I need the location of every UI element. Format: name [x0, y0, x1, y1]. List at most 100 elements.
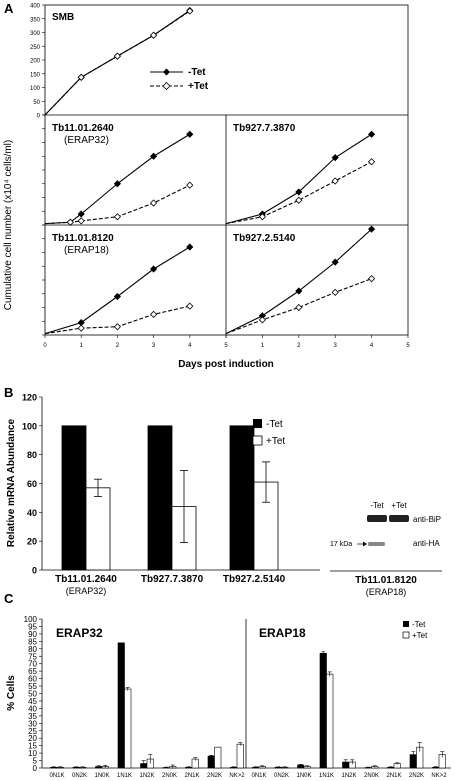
panel-b-mrna-chart: 0 20 40 60 80 100 120 Tb11.01.2640(ERAP32) Tb92…	[6, 393, 442, 597]
growth-subplot: Tb11.01.2640(ERAP32)	[44, 123, 194, 226]
panel-c-cell-cycle-chart: 0510152025303540455055606570758085909510…	[6, 615, 451, 779]
legend-label-minus-tet: -Tet	[266, 419, 283, 430]
series-line-plus-tet	[225, 161, 372, 225]
data-point-minus-tet	[77, 210, 85, 218]
data-point-plus-tet	[113, 323, 121, 331]
category-label: 0N2K	[72, 773, 87, 779]
blot-band-bip-plus-tet	[389, 515, 409, 522]
panel-c-y-tick-label: 55	[28, 682, 37, 691]
category-label: 1N0K	[94, 773, 109, 779]
legend-label-minus-tet: -Tet	[412, 620, 426, 629]
legend-swatch-minus-tet	[403, 621, 409, 627]
growth-subplot: Tb11.01.8120(ERAP18)	[44, 233, 194, 335]
data-point-minus-tet	[186, 243, 194, 251]
bar-plus-tet	[124, 688, 132, 769]
bar-minus-tet	[117, 642, 125, 769]
data-point-minus-tet	[295, 287, 303, 295]
panel-b-legend: -Tet +Tet	[252, 419, 285, 447]
bar-plus-tet	[253, 481, 279, 571]
panel-a-y-tick-label: 250	[30, 45, 41, 51]
bar-plus-tet	[85, 487, 111, 571]
panel-a-x-tick-label: 1	[80, 343, 84, 349]
category-label: 2N2K	[409, 773, 424, 779]
bar-plus-tet	[214, 746, 222, 769]
data-point-plus-tet	[150, 310, 158, 318]
panel-b-y-tick-label: 100	[22, 421, 37, 431]
blot-label-bip: anti-BiP	[413, 515, 441, 524]
category-label: 1N0K	[296, 773, 311, 779]
category-label: 2N1K	[386, 773, 401, 779]
blot-label-ha: anti-HA	[413, 539, 440, 548]
panel-a-frame	[44, 4, 409, 336]
growth-subplot: Tb927.2.5140	[225, 225, 376, 335]
panel-a-y-tick-label: 50	[33, 100, 40, 106]
bar-minus-tet	[229, 425, 255, 571]
data-point-plus-tet	[66, 218, 74, 226]
panel-a-y-tick-label: 100	[30, 86, 41, 92]
panel-b-y-axis-label: Relative mRNA Abundance	[6, 418, 17, 547]
blot-band-bip-minus-tet	[367, 515, 387, 522]
legend-marker-plus-tet	[162, 81, 171, 91]
category-label: 1N2K	[341, 773, 356, 779]
panel-c-y-tick-label: 45	[28, 697, 37, 706]
panel-c-y-tick-label: 65	[28, 667, 37, 676]
data-point-minus-tet	[150, 265, 158, 273]
panel-a-y-tick-label: 150	[30, 72, 41, 78]
category-label: 0N1K	[251, 773, 266, 779]
panel-c-y-tick-label: 20	[28, 734, 37, 743]
panel-b-y-tick-label: 80	[27, 450, 37, 460]
panel-c-legend: -Tet +Tet	[402, 620, 428, 640]
subplot-title: Tb11.01.8120	[52, 233, 114, 244]
blot-caption: Tb11.01.8120	[355, 575, 417, 586]
data-point-minus-tet	[368, 225, 376, 233]
data-point-minus-tet	[295, 188, 303, 196]
data-point-plus-tet	[77, 217, 85, 225]
panel-c-y-tick-label: 80	[28, 645, 37, 654]
legend-swatch-plus-tet	[402, 631, 410, 639]
data-point-minus-tet	[113, 180, 121, 188]
panel-c-y-tick-label: 100	[24, 615, 38, 624]
category-label: 2N0K	[364, 773, 379, 779]
data-point-minus-tet	[331, 154, 339, 162]
data-point-plus-tet	[331, 177, 339, 185]
panel-c-y-tick-label: 60	[28, 675, 37, 684]
category-label: 1N1K	[117, 773, 132, 779]
panel-b-y-tick-label: 0	[32, 566, 37, 576]
panel-a-x-tick-label: 2	[116, 343, 120, 349]
panel-c-y-tick-label: 35	[28, 712, 37, 721]
category-label: 2N1K	[184, 773, 199, 779]
blot-lane-label-minus-tet: -Tet	[370, 501, 384, 510]
data-point-plus-tet	[186, 302, 194, 310]
data-point-plus-tet	[77, 73, 85, 81]
group-title: ERAP32	[56, 626, 103, 640]
data-point-plus-tet	[186, 181, 194, 189]
panel-b-y-tick-label: 120	[22, 393, 37, 403]
bar-plus-tet	[236, 743, 244, 769]
data-point-minus-tet	[331, 258, 339, 266]
category-label: Tb11.01.2640	[55, 574, 117, 585]
growth-subplot: SMB	[44, 6, 194, 116]
data-point-plus-tet	[368, 275, 376, 283]
blot-lane-label-plus-tet: +Tet	[391, 501, 407, 510]
category-sublabel: (ERAP32)	[66, 586, 107, 596]
data-point-minus-tet	[368, 130, 376, 138]
panel-a-x-tick-label: 5	[406, 343, 410, 349]
series-line-minus-tet	[225, 133, 372, 225]
legend-label-plus-tet: +Tet	[188, 81, 209, 92]
panel-c-y-tick-label: 40	[28, 704, 37, 713]
panel-a-x-tick-label: 5	[224, 343, 228, 349]
category-label: 1N2K	[139, 773, 154, 779]
series-line-plus-tet	[44, 10, 191, 116]
panel-a-legend: -Tet +Tet	[150, 67, 209, 92]
panel-a-x-tick-label: 1	[261, 343, 265, 349]
subplot-subtitle: (ERAP32)	[64, 135, 109, 146]
panel-b-y-tick-label: 60	[27, 479, 37, 489]
growth-subplot: Tb927.7.3870	[225, 123, 376, 225]
data-point-plus-tet	[331, 288, 339, 296]
bar-plus-tet	[326, 673, 334, 769]
panel-a-x-axis-label: Days post induction	[178, 359, 274, 370]
panel-a-x-tick-label: 4	[188, 343, 192, 349]
bar-minus-tet	[319, 652, 327, 769]
category-label: Tb927.2.5140	[223, 574, 286, 585]
category-label: 2N0K	[162, 773, 177, 779]
